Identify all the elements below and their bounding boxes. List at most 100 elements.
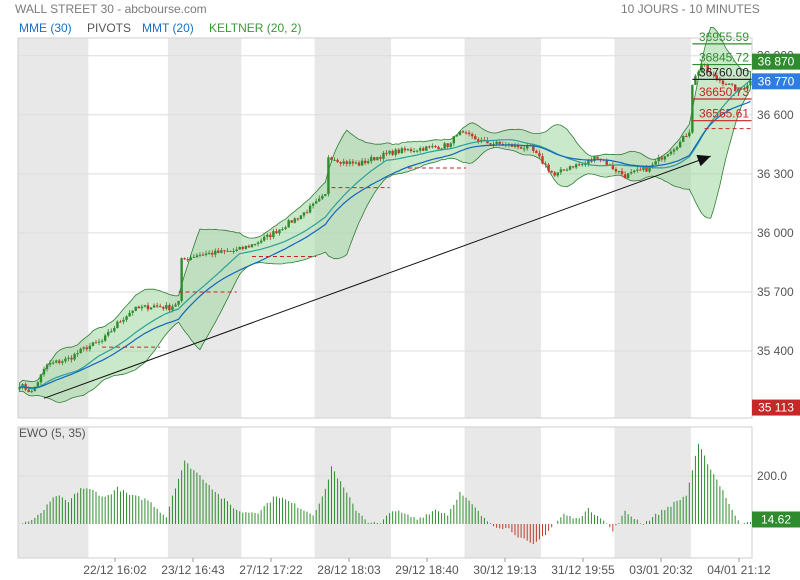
candle-body [685,135,688,137]
candle-body [727,83,731,85]
candle-body [48,362,52,365]
candle-body [443,143,446,149]
price-tag-label: 35 113 [758,401,794,415]
candle-body [137,306,141,309]
x-tick-label: 03/01 20:32 [629,563,693,577]
candle-body [269,234,272,238]
x-tick-label: 31/12 19:55 [551,563,615,577]
candle-body [746,85,749,89]
candle-body [186,259,189,261]
candle-body [642,167,645,170]
candle-body [275,231,278,234]
candle-body [446,143,449,148]
candle-body [730,83,734,85]
candle-body [165,305,168,309]
candle-body [198,254,202,256]
candle-body [370,157,373,162]
candle-body [284,227,287,229]
candle-body [226,250,229,252]
indicator-keltner[interactable]: KELTNER (20, 2) [209,21,302,35]
candle-body [36,382,40,387]
candle-body [733,84,737,92]
candle-body [168,305,171,311]
candle-body [596,156,599,159]
candle-body [452,136,456,144]
candle-body [590,160,593,162]
candle-body [88,345,92,350]
candle-body [611,164,615,170]
candle-body [366,161,370,164]
candle-body [477,139,480,142]
candle-body [131,310,134,313]
price-tag [752,53,800,70]
candle-body [354,162,358,164]
candle-body [431,146,434,148]
candle-body [409,149,413,152]
y-tick-label: 36 300 [757,167,794,181]
price-level-label: 36955.59 [699,30,749,44]
candle-body [244,245,248,249]
main-panel-border [17,37,753,419]
candle-body [568,166,572,170]
candle-body [614,169,618,172]
candle-body [697,71,700,76]
candle-body [235,249,238,251]
candle-body [155,305,159,307]
x-tick-label: 28/12 18:03 [317,563,381,577]
candle-body [45,364,49,369]
candle-body [486,140,489,144]
candle-body [547,164,550,171]
candle-body [91,342,95,346]
candle-body [360,160,364,166]
candle-body [464,132,468,134]
candle-body [617,171,621,173]
candle-body [146,305,150,310]
candle-body [706,64,709,72]
candle-body [400,148,404,154]
candle-body [388,150,391,154]
price-level-label: 36650.73 [699,85,749,99]
candle-body [461,131,465,133]
candle-body [324,194,327,196]
candle-body [305,212,309,214]
candle-body [345,161,348,164]
candle-body [229,250,232,252]
candle-body [122,319,125,322]
session-shade [314,427,392,558]
candle-body [55,360,58,363]
indicator-mmt[interactable]: MMT (20) [142,21,194,35]
candle-body [678,141,682,148]
candle-body [192,256,196,258]
candle-body [342,161,345,164]
candle-body [574,164,578,168]
indicator-pivots[interactable]: PIVOTS [87,21,132,35]
candle-body [70,357,73,360]
candle-body [223,250,226,252]
price-tag [752,399,800,416]
candle-body [51,362,55,364]
candle-body [437,146,440,150]
candle-body [321,195,324,199]
candle-body [458,131,462,136]
candle-body [314,201,318,204]
candle-body [636,169,639,171]
candle-body [278,229,281,234]
candle-body [214,250,217,255]
indicator-mme[interactable]: MME (30) [19,21,72,35]
candle-body [629,172,633,174]
candle-body [183,258,186,260]
candle-body [207,252,211,254]
candle-body [605,160,608,165]
candle-body [376,157,379,161]
candle-body [241,247,244,249]
candle-body [516,145,520,148]
candle-body [336,159,339,163]
candle-body [743,88,746,90]
candle-body [391,150,394,155]
candle-body [694,75,697,85]
price-level-label: 36845.72 [699,51,749,65]
candle-body [100,340,104,342]
candle-body [633,170,636,173]
candle-body [740,88,743,90]
